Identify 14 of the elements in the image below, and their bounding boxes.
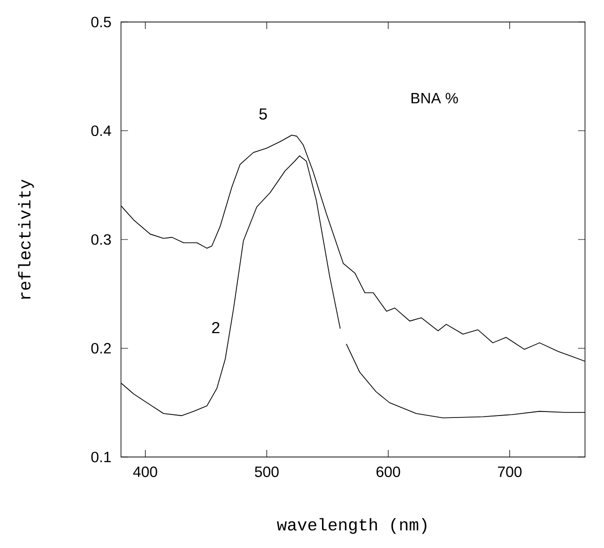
legend-title: BNA % (412, 92, 458, 104)
x-axis-title: wavelength (nm) (276, 518, 426, 534)
y-axis-title: reflectivity (18, 180, 34, 299)
y-tick-label: 0.3 (91, 234, 111, 245)
y-tick-label: 0.4 (91, 125, 112, 136)
x-tick-label: 400 (133, 466, 158, 478)
y-tick-label: 0.1 (91, 452, 111, 462)
y-tick-label: 0.2 (91, 342, 111, 354)
x-tick-label: 700 (498, 466, 522, 478)
series-label: 2 (212, 322, 220, 334)
x-tick-label: 600 (376, 466, 400, 478)
x-tick-label: 500 (254, 466, 279, 478)
y-tick-label: 0.5 (91, 16, 111, 28)
series-label: 5 (259, 108, 267, 120)
